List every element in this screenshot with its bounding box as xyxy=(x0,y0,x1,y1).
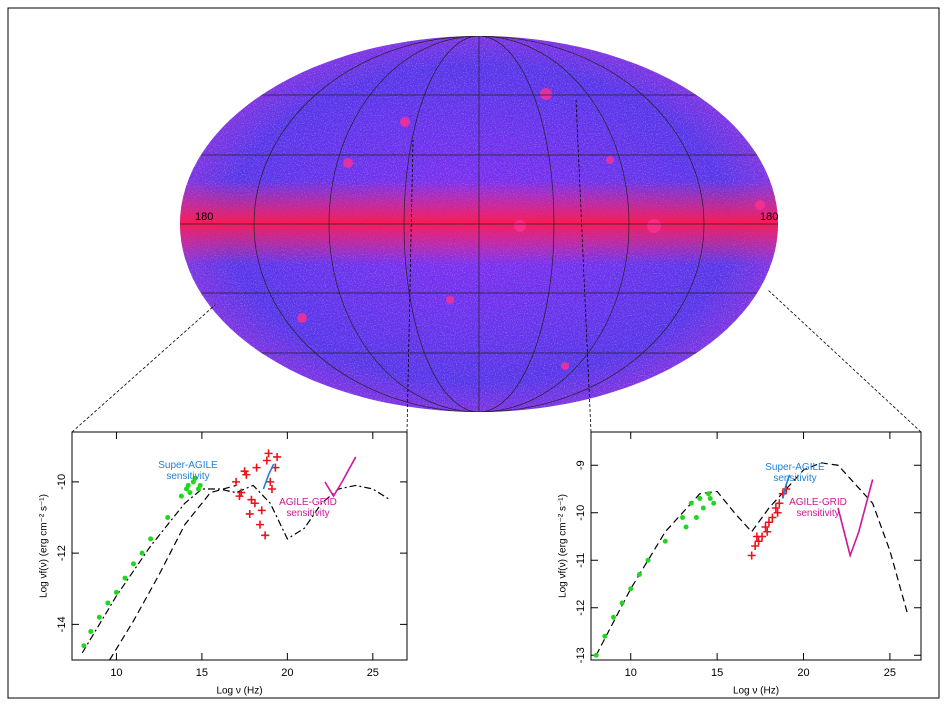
data-point xyxy=(197,482,203,488)
plot-frame xyxy=(71,431,408,661)
data-point xyxy=(81,643,87,649)
y-tick-label: -12 xyxy=(575,600,587,616)
data-point xyxy=(683,524,689,530)
data-point xyxy=(619,600,625,606)
y-axis-label: Log νf(ν) (erg cm⁻² s⁻¹) xyxy=(39,494,50,598)
data-point xyxy=(693,515,699,520)
y-tick-label: -11 xyxy=(575,553,587,568)
data-point xyxy=(773,508,782,517)
sky-map: 180 180 xyxy=(180,36,778,412)
y-tick-label: -14 xyxy=(56,616,68,632)
annotation: Super-AGILE sensitivity xyxy=(765,462,825,484)
data-point xyxy=(235,492,244,501)
data-point xyxy=(763,527,772,536)
x-tick-label: 20 xyxy=(281,667,293,679)
data-point xyxy=(700,505,706,511)
data-point xyxy=(593,652,599,658)
data-point xyxy=(250,499,259,508)
data-point xyxy=(761,523,770,531)
y-axis-label: Log νf(ν) (erg cm⁻² s⁻¹) xyxy=(558,494,569,598)
data-point xyxy=(240,467,249,476)
frame xyxy=(7,7,940,699)
zoom-lines xyxy=(71,99,922,433)
curve xyxy=(782,474,791,499)
data-point xyxy=(88,629,94,634)
data-point xyxy=(707,496,713,501)
y-tick-label: -12 xyxy=(56,545,68,561)
data-point xyxy=(122,575,128,581)
data-point xyxy=(705,491,711,497)
data-point xyxy=(184,486,190,492)
data-point xyxy=(245,509,254,518)
data-point xyxy=(252,463,261,472)
data-point xyxy=(261,531,270,540)
data-point xyxy=(273,452,282,461)
data-point xyxy=(628,586,634,592)
data-point xyxy=(662,538,668,544)
data-point xyxy=(131,561,137,567)
data-point xyxy=(768,513,777,522)
data-point xyxy=(645,557,651,563)
x-tick-label: 15 xyxy=(711,667,723,679)
data-point xyxy=(602,633,608,639)
data-point xyxy=(764,518,773,527)
y-tick-label: -13 xyxy=(575,647,587,663)
data-point xyxy=(266,477,275,486)
data-point xyxy=(232,477,241,486)
data-point xyxy=(242,470,251,479)
x-tick-label: 25 xyxy=(367,667,379,679)
x-tick-label: 25 xyxy=(884,667,896,679)
x-axis-label: Log ν (Hz) xyxy=(733,686,779,697)
data-point xyxy=(771,504,780,512)
data-point xyxy=(610,614,616,620)
data-point xyxy=(752,532,761,541)
data-point xyxy=(262,456,271,465)
data-point xyxy=(711,500,717,506)
sky-label: 180 xyxy=(760,211,778,223)
data-point xyxy=(754,537,763,546)
curve xyxy=(837,479,874,559)
y-tick-label: -10 xyxy=(575,505,587,521)
y-tick-label: -9 xyxy=(575,460,587,470)
data-point xyxy=(751,542,760,550)
data-point xyxy=(105,600,111,606)
x-tick-label: 10 xyxy=(110,667,122,679)
x-tick-label: 15 xyxy=(196,667,208,679)
x-tick-label: 20 xyxy=(797,667,809,679)
data-point xyxy=(139,550,145,556)
curve xyxy=(324,456,357,498)
annotation: Super-AGILE sensitivity xyxy=(158,460,218,482)
data-point xyxy=(148,536,154,542)
sky-label: 180 xyxy=(195,211,213,223)
annotation: AGILE-GRID sensitivity xyxy=(279,497,337,519)
curve xyxy=(262,463,275,490)
data-point xyxy=(267,485,276,493)
data-point xyxy=(636,572,642,577)
x-axis-label: Log ν (Hz) xyxy=(216,686,262,697)
data-point xyxy=(192,475,198,481)
data-point xyxy=(113,589,119,595)
data-point xyxy=(697,496,703,501)
data-point xyxy=(257,506,266,515)
data-point xyxy=(165,515,171,520)
data-point xyxy=(178,493,184,499)
annotation: AGILE-GRID sensitivity xyxy=(789,497,847,519)
data-point xyxy=(256,520,265,529)
data-point xyxy=(96,614,102,620)
data-point xyxy=(747,551,756,560)
data-point xyxy=(688,500,694,506)
curve xyxy=(81,484,391,654)
data-point xyxy=(264,449,273,458)
data-point xyxy=(775,499,784,508)
curve xyxy=(595,462,908,656)
curve xyxy=(109,484,237,661)
x-tick-label: 10 xyxy=(625,667,637,679)
y-tick-label: -10 xyxy=(56,474,68,490)
data-point xyxy=(680,515,686,520)
data-point xyxy=(187,490,193,496)
data-point xyxy=(237,488,246,497)
